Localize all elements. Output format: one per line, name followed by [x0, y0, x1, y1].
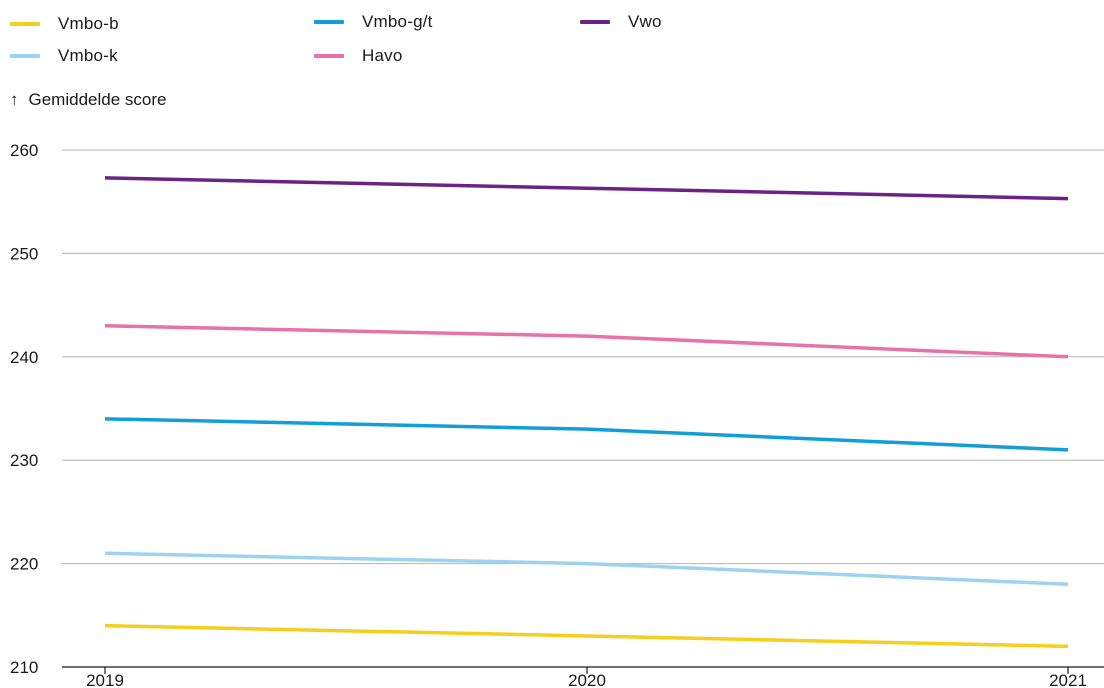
x-tick-label: 2019 [86, 671, 124, 688]
legend-item-havo: Havo [314, 44, 403, 68]
series-line-vmbo-g-t [104, 417, 1069, 452]
series-line-vmbo-b [104, 623, 1069, 649]
legend-item-vwo: Vwo [580, 10, 662, 34]
legend-swatch [314, 54, 344, 58]
legend-swatch [580, 20, 610, 24]
y-tick-label: 210 [10, 658, 38, 677]
legend-swatch [10, 22, 40, 26]
series-line-vmbo-k [104, 551, 1069, 587]
legend-label: Vmbo-g/t [362, 12, 433, 31]
series-line-havo [104, 324, 1069, 359]
legend-label: Vmbo-b [58, 14, 119, 33]
x-tick-label: 2021 [1049, 671, 1087, 688]
legend-label: Vmbo-k [58, 46, 118, 65]
legend-item-vmbo-k: Vmbo-k [10, 44, 118, 68]
arrow-up-icon: ↑ [10, 90, 19, 109]
series-line-vwo [104, 176, 1069, 201]
legend-item-vmbo-b: Vmbo-b [10, 12, 119, 36]
legend-item-vmbo-gt: Vmbo-g/t [314, 10, 433, 34]
y-tick-label: 230 [10, 451, 38, 470]
y-axis-title: ↑ Gemiddelde score [10, 88, 166, 112]
y-tick-label: 250 [10, 244, 38, 263]
chart-legend: Vmbo-b Vmbo-k Vmbo-g/t Havo Vwo [0, 0, 1104, 80]
legend-label: Havo [362, 46, 403, 65]
x-tick-label: 2020 [568, 671, 606, 688]
legend-label: Vwo [628, 12, 662, 31]
y-tick-label: 220 [10, 555, 38, 574]
y-tick-label: 240 [10, 348, 38, 367]
legend-swatch [314, 20, 344, 24]
legend-swatch [10, 54, 40, 58]
y-tick-label: 260 [10, 141, 38, 160]
y-axis-label: Gemiddelde score [28, 90, 167, 109]
